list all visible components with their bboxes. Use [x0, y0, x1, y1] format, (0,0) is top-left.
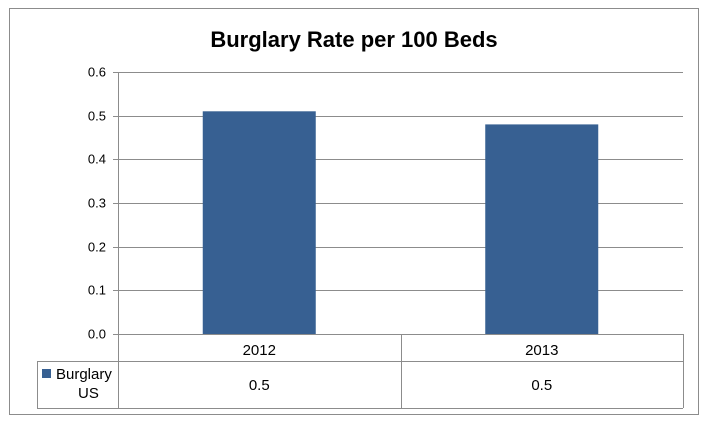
y-tick-label: 0.5: [88, 109, 106, 124]
y-tick-label: 0.0: [88, 327, 106, 342]
category-label: 2013: [525, 342, 558, 359]
y-tick-label: 0.4: [88, 152, 106, 167]
y-tick-label: 0.2: [88, 240, 106, 255]
data-table: 2012 0.5 2013 0.5 Burglary US: [37, 334, 684, 409]
bar: [202, 111, 316, 334]
y-tick-label: 0.6: [88, 65, 106, 80]
y-axis-ticks: 0.0 0.1 0.2 0.3 0.4 0.5 0.6: [88, 65, 106, 342]
table-cell-value: 0.5: [531, 377, 552, 394]
legend-swatch: [42, 369, 51, 378]
series-name: Burglary US: [56, 366, 112, 402]
bars: [202, 111, 599, 335]
y-tick-label: 0.3: [88, 196, 106, 211]
bar: [485, 124, 599, 335]
y-tick-label: 0.1: [88, 283, 106, 298]
chart-title: Burglary Rate per 100 Beds: [210, 27, 497, 52]
table-cell-value: 0.5: [249, 377, 270, 394]
category-label: 2012: [243, 342, 276, 359]
